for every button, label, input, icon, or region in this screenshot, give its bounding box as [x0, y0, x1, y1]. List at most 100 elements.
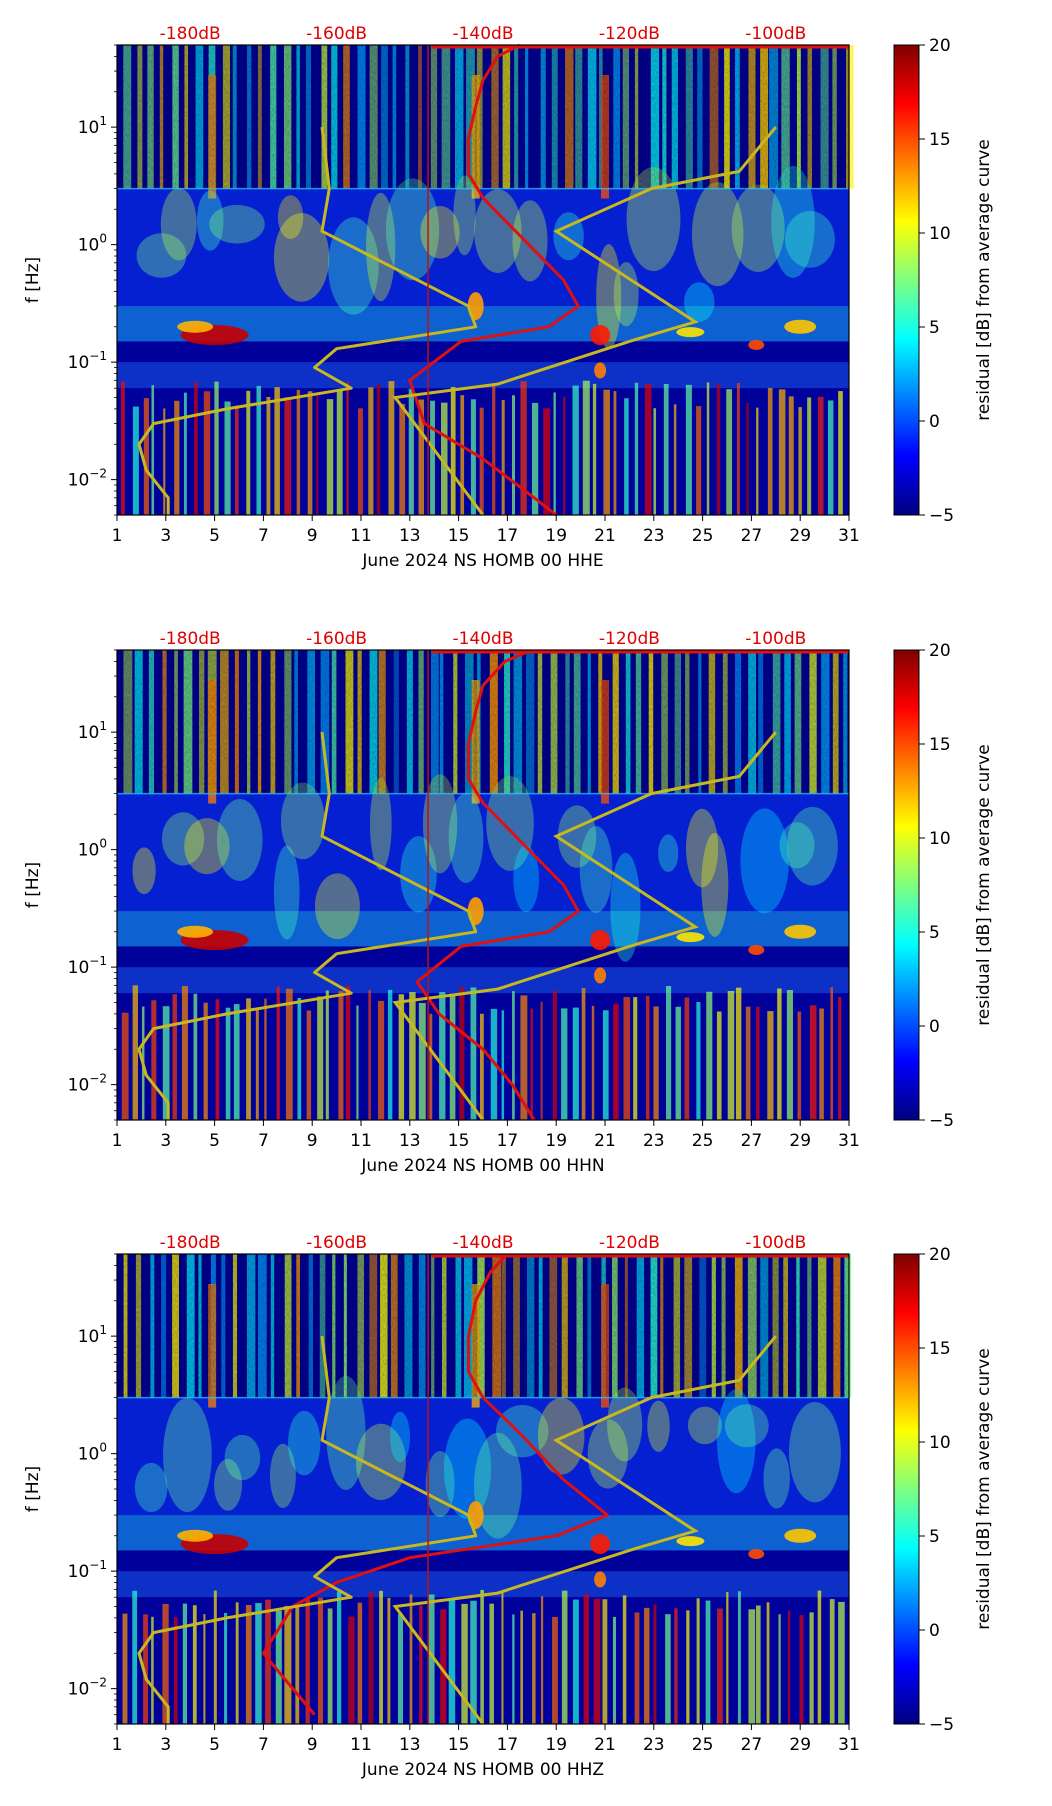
microseism-plume [196, 190, 224, 251]
microseism-hotspot [590, 930, 611, 951]
microseism-plume [740, 808, 789, 914]
average-psd-curve [408, 43, 580, 517]
lf-spike [356, 1005, 359, 1120]
lf-spike [838, 391, 843, 515]
lf-spike [665, 1614, 671, 1724]
lf-spike [460, 395, 465, 515]
x-tick-label: 21 [594, 1131, 616, 1151]
x-tick-label: 3 [160, 1131, 171, 1151]
colorbar-gradient [893, 44, 920, 516]
lf-spike [520, 381, 527, 515]
lf-spike [480, 1589, 484, 1724]
lf-spike [767, 1011, 774, 1120]
db-scale-label: -140dB [452, 629, 513, 649]
lf-spike [767, 387, 773, 515]
lf-spike [552, 1616, 558, 1724]
x-axis-label: June 2024 NS HOMB 00 HHN [360, 1156, 604, 1176]
lf-spike [377, 1000, 385, 1120]
x-tick-label: 5 [209, 1735, 220, 1755]
lf-spike [162, 1006, 170, 1120]
microseism-plume [277, 195, 304, 240]
lf-spike [419, 1605, 423, 1724]
microseism-plume [717, 1389, 756, 1494]
microseism-hotspot [784, 1528, 817, 1543]
lf-spike [203, 1002, 208, 1120]
lf-spike [316, 394, 319, 515]
lf-spike [501, 400, 505, 515]
lf-spike [398, 994, 405, 1120]
lf-spike [696, 406, 702, 515]
lf-spike [581, 988, 586, 1120]
microseism-plume [209, 204, 265, 244]
microseism-hotspot [467, 1501, 484, 1530]
microseism-plume [685, 808, 719, 888]
lf-spike [520, 995, 528, 1120]
db-scale-label: -140dB [452, 1233, 513, 1253]
x-tick-label: 5 [209, 526, 220, 546]
microseism-plume [366, 192, 396, 302]
lf-spike [819, 1008, 824, 1120]
microseism-plume [701, 832, 729, 937]
x-tick-label: 23 [643, 1131, 665, 1151]
lf-spike [368, 1591, 374, 1724]
lf-spike [727, 991, 735, 1120]
microseism-plume [273, 213, 330, 302]
lf-spike [203, 1614, 206, 1724]
lf-spike [479, 407, 484, 515]
lf-spike [786, 990, 793, 1120]
colorbar-tick-label: −5 [929, 506, 954, 526]
microseism-plume [443, 1418, 492, 1520]
lf-spike [561, 1008, 568, 1120]
colorbar-tick-label: 15 [929, 1339, 951, 1359]
lf-spike [132, 1590, 138, 1724]
microseism-hotspot [590, 1534, 611, 1555]
lf-spike [255, 1603, 262, 1724]
lf-spike [368, 989, 371, 1120]
colorbar-tick-label: 5 [929, 1527, 940, 1547]
x-tick-label: 9 [307, 1131, 318, 1151]
colorbar-tick-label: 15 [929, 735, 951, 755]
lf-spike [470, 1600, 477, 1724]
lf-spike [838, 1601, 845, 1724]
lf-spike [591, 1005, 595, 1120]
lf-spike [172, 994, 177, 1120]
high-noise-model-curve [392, 731, 777, 1121]
lf-spike [817, 1590, 822, 1724]
y-tick-label: 101 [78, 114, 107, 138]
lf-spike [256, 385, 261, 515]
lf-spike [357, 1602, 363, 1724]
lf-spike [696, 1002, 701, 1120]
microseism-plume [513, 845, 540, 913]
microseism-plume [326, 1375, 366, 1490]
db-scale-label: -100dB [745, 629, 806, 649]
lf-spike [653, 1604, 657, 1724]
noise-model-curve [137, 731, 478, 1120]
lf-spike [461, 1603, 468, 1724]
microseism-hotspot [590, 325, 611, 346]
microseism-plume [216, 798, 263, 881]
lf-spike [215, 999, 220, 1120]
lf-spike [809, 1612, 814, 1724]
x-axis-label: June 2024 NS HOMB 00 HHE [361, 551, 603, 571]
lf-spike [265, 1599, 271, 1724]
microseism-hotspot [676, 932, 705, 943]
lf-spike [778, 389, 786, 515]
lf-spike [717, 1608, 723, 1724]
colorbar: 20 15 10 5 0 −5 residual [dB] from average cur… [893, 641, 994, 1131]
colorbar: 20 15 10 5 0 −5 residual [dB] from average cur… [893, 1245, 994, 1735]
lf-spike [245, 1604, 252, 1724]
lf-spike [418, 1002, 426, 1120]
lf-spike [173, 1617, 178, 1724]
db-scale-label: -120dB [599, 1233, 660, 1253]
microseism-plume [587, 1419, 629, 1489]
db-scale-label: -100dB [745, 24, 806, 44]
x-tick-label: 7 [258, 1735, 269, 1755]
lf-spike [766, 1602, 770, 1724]
y-tick-label: 10−2 [68, 1676, 107, 1700]
lf-spike [235, 1602, 239, 1724]
x-tick-label: 13 [399, 526, 421, 546]
secondary-band [117, 362, 849, 389]
lf-spike [264, 998, 267, 1120]
